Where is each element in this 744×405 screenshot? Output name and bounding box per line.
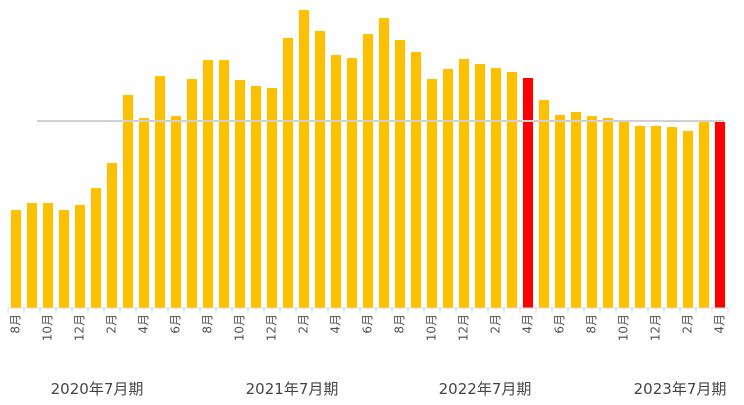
bar	[267, 88, 277, 308]
bar	[571, 112, 581, 308]
x-tick-label: 10月	[41, 314, 55, 341]
x-tick-label: 2月	[297, 314, 311, 334]
x-tick-label: 4月	[713, 314, 727, 334]
bar	[155, 76, 165, 308]
bar	[619, 122, 629, 308]
group-label: 2022年7月期	[439, 380, 532, 398]
bar	[523, 78, 533, 308]
bar	[683, 131, 693, 308]
bar	[203, 60, 213, 308]
bar	[715, 122, 725, 308]
x-tick-label: 2月	[681, 314, 695, 334]
bar	[587, 116, 597, 308]
x-tick-label: 10月	[425, 314, 439, 341]
bar	[171, 116, 181, 308]
bar	[443, 69, 453, 308]
bar	[603, 118, 613, 308]
bar	[395, 40, 405, 308]
x-tick-label: 6月	[553, 314, 567, 334]
x-tick-label: 8月	[585, 314, 599, 334]
bar	[235, 80, 245, 308]
bar	[475, 64, 485, 308]
bar	[699, 122, 709, 308]
x-tick-label: 10月	[233, 314, 247, 341]
bar	[123, 95, 133, 308]
bar	[347, 58, 357, 308]
bar	[651, 126, 661, 308]
bar	[635, 126, 645, 308]
x-tick-label: 12月	[649, 314, 663, 341]
bar	[107, 163, 117, 308]
x-tick-label: 4月	[137, 314, 151, 334]
bar	[11, 210, 21, 308]
bar	[379, 18, 389, 308]
bar	[363, 34, 373, 308]
x-tick-label: 10月	[617, 314, 631, 341]
bar	[507, 72, 517, 308]
x-tick-label: 6月	[361, 314, 375, 334]
group-label: 2020年7月期	[51, 380, 144, 398]
bar	[219, 60, 229, 308]
bar	[667, 127, 677, 308]
bar	[315, 31, 325, 308]
bar	[27, 203, 37, 308]
bar	[539, 100, 549, 308]
x-tick-label: 8月	[393, 314, 407, 334]
bar	[75, 205, 85, 308]
bar	[331, 55, 341, 308]
x-tick-label: 2月	[105, 314, 119, 334]
bar	[91, 188, 101, 308]
x-tick-label: 12月	[73, 314, 87, 341]
x-tick-label: 6月	[169, 314, 183, 334]
bar	[187, 79, 197, 308]
x-tick-label: 8月	[201, 314, 215, 334]
x-tick-label: 12月	[457, 314, 471, 341]
bar	[43, 203, 53, 308]
bar	[139, 118, 149, 308]
x-tick-label: 4月	[329, 314, 343, 334]
bar	[491, 68, 501, 308]
bar	[251, 86, 261, 308]
bar	[283, 38, 293, 308]
bar	[459, 59, 469, 308]
bar	[411, 52, 421, 308]
bar	[59, 210, 69, 308]
bar	[427, 79, 437, 308]
group-label: 2021年7月期	[246, 380, 339, 398]
group-label: 2023年7月期	[634, 380, 727, 398]
x-tick-label: 2月	[489, 314, 503, 334]
x-tick-label: 12月	[265, 314, 279, 341]
x-tick-label: 4月	[521, 314, 535, 334]
bar	[555, 115, 565, 308]
bar	[299, 10, 309, 308]
x-tick-label: 8月	[9, 314, 23, 334]
